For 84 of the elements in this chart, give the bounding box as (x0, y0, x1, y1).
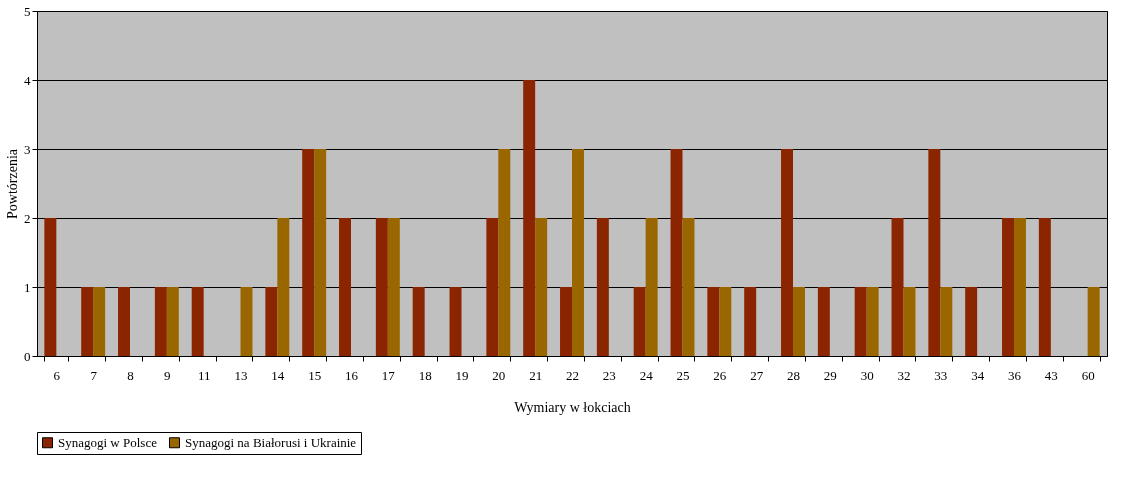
bar (81, 287, 94, 356)
bar (781, 149, 793, 356)
bar (719, 287, 732, 356)
bar (154, 287, 167, 356)
x-tick-label: 16 (345, 367, 359, 383)
x-tick-label: 14 (271, 367, 285, 383)
bar (596, 218, 609, 356)
x-tick-label: 18 (418, 367, 432, 383)
x-tick-label: 19 (455, 367, 469, 383)
bar (1038, 218, 1051, 356)
bar (449, 287, 462, 356)
bar (817, 287, 830, 356)
x-tick-label: 26 (713, 367, 727, 383)
x-tick-label: 6 (53, 367, 61, 383)
bar (535, 218, 548, 356)
x-tick-label: 20 (492, 367, 506, 383)
bar (744, 287, 757, 356)
x-tick-label: 11 (197, 367, 211, 383)
x-tick-label: 27 (750, 367, 764, 383)
y-tick-label: 1 (24, 279, 31, 295)
bar (498, 149, 511, 356)
x-tick-label: 15 (308, 367, 322, 383)
x-tick-label: 13 (234, 367, 248, 383)
bar (314, 149, 327, 356)
bar (523, 80, 536, 356)
bar (891, 218, 904, 356)
y-tick-label: 3 (24, 141, 31, 157)
bar (560, 287, 572, 356)
x-axis-title: Wymiary w łokciach (514, 399, 631, 415)
x-tick-label: 28 (787, 367, 800, 383)
bar (1014, 218, 1026, 356)
bar (866, 287, 879, 356)
legend-label: Synagogi w Polsce (58, 434, 158, 450)
x-tick-label: 8 (127, 367, 134, 383)
y-tick-label: 2 (24, 210, 31, 226)
bar (339, 218, 351, 356)
bar (191, 287, 204, 356)
bar (387, 218, 400, 356)
x-tick-label: 36 (1008, 367, 1022, 383)
bar (1002, 218, 1014, 356)
legend-label: Synagogi na Białorusi i Ukrainie (185, 434, 357, 450)
bar (707, 287, 720, 356)
x-tick-label: 24 (639, 367, 654, 383)
x-tick-label: 32 (897, 367, 911, 383)
bar (793, 287, 805, 356)
x-tick-label: 33 (934, 367, 948, 383)
bar (928, 149, 941, 356)
x-tick-label: 23 (602, 367, 616, 383)
bar (486, 218, 499, 356)
x-tick-label: 22 (566, 367, 579, 383)
bar (670, 149, 683, 356)
bar (375, 218, 388, 356)
bar (44, 218, 57, 356)
y-tick-label: 4 (24, 72, 31, 88)
bar (633, 287, 646, 356)
x-tick-label: 29 (823, 367, 837, 383)
x-tick-label: 9 (164, 367, 171, 383)
bar (302, 149, 315, 356)
x-tick-label: 43 (1044, 367, 1058, 383)
x-tick-label: 34 (971, 367, 985, 383)
bar (118, 287, 130, 356)
x-tick-label: 30 (860, 367, 874, 383)
bar (903, 287, 916, 356)
bar (240, 287, 253, 356)
bar (682, 218, 695, 356)
bar (265, 287, 278, 356)
x-tick-label: 60 (1081, 367, 1095, 383)
x-tick-label: 25 (676, 367, 690, 383)
x-tick-label: 21 (529, 367, 543, 383)
x-tick-label: 17 (381, 367, 396, 383)
bar (166, 287, 179, 356)
y-tick-label: 5 (24, 3, 31, 19)
bar (854, 287, 867, 356)
bar (965, 287, 978, 356)
bar (572, 149, 584, 356)
y-axis-title: Powtórzenia (5, 148, 20, 219)
bar (1087, 287, 1100, 356)
bar (93, 287, 106, 356)
bar (277, 218, 290, 356)
bar (645, 218, 658, 356)
bar (940, 287, 953, 356)
x-tick-label: 7 (90, 367, 98, 383)
bar (412, 287, 425, 356)
y-tick-label: 0 (24, 348, 31, 364)
